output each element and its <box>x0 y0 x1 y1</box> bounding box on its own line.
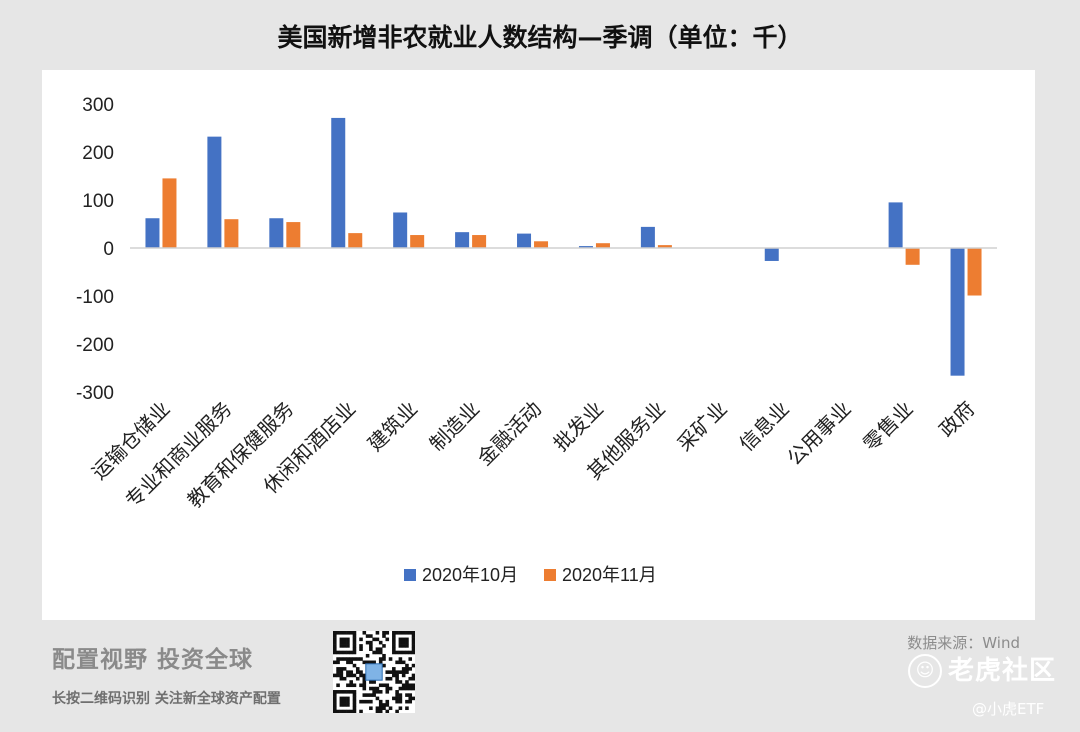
y-tick-label: 200 <box>82 143 114 164</box>
bar-oct <box>950 248 965 376</box>
x-category-label: 政府 <box>934 397 979 442</box>
bar-nov <box>224 219 239 248</box>
bar-oct <box>269 218 284 248</box>
tiger-logo-icon: ☺ <box>908 654 942 688</box>
legend-swatch <box>404 569 416 581</box>
bar-nov <box>286 222 301 248</box>
legend-label: 2020年11月 <box>562 565 657 585</box>
slogan: 配置视野 投资全球 <box>52 647 254 673</box>
bar-nov <box>967 248 982 296</box>
y-tick-label: -200 <box>76 335 114 356</box>
x-category-label: 制造业 <box>425 397 484 456</box>
bar-oct <box>888 202 903 248</box>
bar-oct <box>640 226 655 248</box>
x-category-label: 采矿业 <box>672 397 731 456</box>
qr-tip: 长按二维码识别 关注新全球资产配置 <box>52 691 281 707</box>
x-category-label: 零售业 <box>858 397 917 456</box>
bar-chart: 3002001000-100-200-300运输仓储业专业和商业服务教育和保健服… <box>76 95 997 585</box>
y-tick-label: 100 <box>82 191 114 212</box>
watermark-user: @小虎ETF <box>972 700 1045 718</box>
y-tick-label: -100 <box>76 287 114 308</box>
bar-nov <box>472 235 487 248</box>
x-category-label: 建筑业 <box>363 397 422 456</box>
bar-oct <box>764 248 779 261</box>
x-category-label: 教育和保健服务 <box>182 397 298 513</box>
x-category-label: 专业和商业服务 <box>120 397 236 513</box>
bar-nov <box>410 235 425 248</box>
bar-oct <box>578 246 593 248</box>
x-category-label: 信息业 <box>734 397 793 456</box>
data-source: 数据来源：Wind <box>907 634 1020 652</box>
bar-nov <box>534 241 549 248</box>
bar-oct <box>145 218 160 248</box>
bar-oct <box>393 212 408 248</box>
x-category-label: 批发业 <box>549 397 608 456</box>
bar-nov <box>595 243 610 248</box>
chart-panel: 300 200 100 0 -100 -200 -300 运输仓储业 专业和商业服务 教育和保健服… <box>42 70 1035 620</box>
bar-oct <box>455 232 470 248</box>
watermark-community: 老虎社区 <box>948 656 1057 686</box>
bar-nov <box>657 245 672 248</box>
bar-oct <box>207 136 222 248</box>
y-tick-label: -300 <box>76 383 114 404</box>
bar-nov <box>162 178 177 248</box>
legend-swatch <box>544 569 556 581</box>
x-category-label: 公用事业 <box>782 397 856 471</box>
y-tick-label: 300 <box>82 95 114 116</box>
bar-nov <box>905 248 920 265</box>
bar-nov <box>348 233 363 248</box>
x-category-label: 金融活动 <box>473 397 547 471</box>
bar-oct <box>331 117 346 248</box>
chart-title: 美国新增非农就业人数结构—季调（单位：千） <box>277 23 803 52</box>
legend-label: 2020年10月 <box>422 565 518 585</box>
bar-oct <box>517 233 532 248</box>
qr-code[interactable] <box>333 631 415 713</box>
y-tick-label: 0 <box>103 239 114 260</box>
